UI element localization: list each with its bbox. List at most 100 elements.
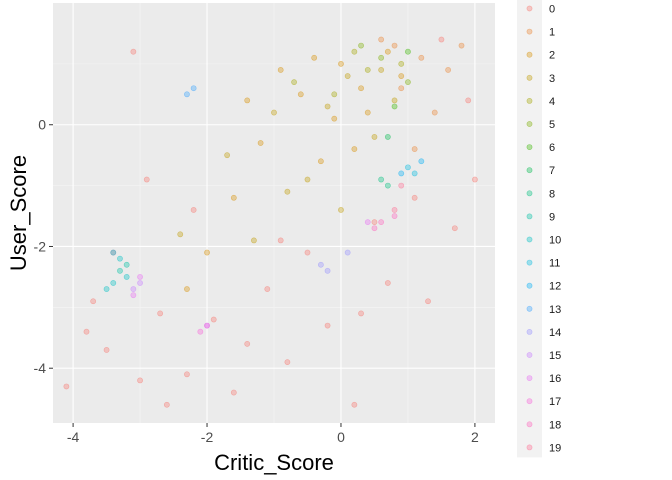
data-point — [317, 261, 324, 268]
data-point — [137, 274, 143, 280]
legend-label: 1 — [549, 27, 555, 39]
legend-label: 5 — [549, 119, 555, 131]
data-point — [297, 91, 304, 98]
x-tick-label: 2 — [471, 429, 479, 445]
data-point — [143, 176, 150, 183]
data-point — [398, 60, 405, 67]
data-point — [210, 316, 217, 323]
data-point — [411, 194, 418, 201]
data-point — [351, 48, 358, 55]
data-point — [331, 115, 338, 122]
legend-key — [526, 398, 533, 405]
data-point — [224, 152, 231, 159]
data-point — [425, 298, 431, 305]
legend-key — [526, 28, 533, 35]
data-point — [190, 207, 197, 213]
data-point — [130, 292, 137, 299]
legend-key — [526, 421, 533, 428]
legend-label: 7 — [549, 165, 555, 177]
data-point — [405, 79, 411, 86]
legend-label: 17 — [549, 396, 561, 408]
grid-major — [53, 3, 495, 423]
legend-key — [526, 259, 533, 266]
data-point — [391, 207, 398, 213]
legend-key — [526, 352, 533, 358]
data-point — [230, 194, 237, 201]
data-point — [418, 158, 425, 165]
data-point — [264, 286, 271, 292]
data-point — [398, 73, 405, 79]
x-tick-label: 0 — [337, 429, 345, 445]
legend-label: 9 — [549, 211, 555, 223]
data-point — [163, 401, 170, 408]
data-point — [204, 249, 210, 256]
legend-label: 18 — [549, 419, 561, 431]
data-point — [63, 383, 70, 390]
data-point — [351, 401, 358, 408]
data-point — [284, 359, 291, 366]
legend-label: 4 — [549, 96, 555, 108]
y-axis-title: User_Score — [6, 155, 31, 271]
legend-label: 0 — [549, 4, 555, 16]
legend-key — [526, 213, 533, 220]
data-point — [137, 280, 143, 286]
legend-label: 2 — [549, 50, 555, 62]
legend-key — [526, 282, 533, 289]
data-point — [364, 67, 371, 73]
data-point — [371, 225, 378, 232]
legend-label: 6 — [549, 142, 555, 154]
data-point — [324, 103, 331, 110]
x-tick-label: -2 — [201, 429, 214, 445]
data-point — [117, 267, 123, 274]
legend-label: 13 — [549, 304, 561, 316]
data-point — [197, 328, 204, 335]
y-axis: -4 -2 0 — [34, 117, 53, 376]
data-point — [384, 134, 391, 140]
legend-label: 10 — [549, 235, 561, 247]
data-point — [123, 261, 130, 268]
legend-label: 16 — [549, 373, 561, 385]
data-point — [244, 97, 251, 104]
legend-key — [526, 144, 533, 150]
data-point — [371, 134, 378, 140]
data-point — [411, 170, 418, 177]
y-tick-label: -2 — [34, 238, 47, 254]
data-point — [110, 280, 117, 286]
data-point — [451, 225, 458, 232]
legend-label: 15 — [549, 350, 561, 362]
data-point — [364, 109, 371, 116]
data-point — [405, 48, 411, 55]
data-point — [184, 371, 190, 378]
legend-label: 19 — [549, 442, 561, 454]
data-point — [277, 67, 284, 73]
legend-label: 14 — [549, 327, 561, 339]
legend-key — [526, 74, 533, 81]
data-point — [103, 286, 110, 292]
data-point — [184, 286, 190, 292]
data-point — [304, 249, 311, 256]
data-point — [398, 170, 405, 177]
data-point — [83, 328, 90, 335]
data-point — [378, 54, 385, 61]
data-point — [445, 67, 452, 73]
legend-key — [526, 444, 533, 451]
legend-key — [526, 328, 533, 335]
data-point — [331, 91, 338, 98]
legend-key — [526, 305, 533, 312]
data-point — [458, 42, 465, 49]
data-point — [371, 219, 378, 226]
data-point — [378, 176, 385, 183]
legend-label: 12 — [549, 281, 561, 293]
data-point — [378, 36, 385, 43]
data-point — [391, 213, 398, 219]
data-point — [230, 389, 237, 396]
data-point — [351, 146, 358, 152]
data-point — [384, 182, 391, 189]
data-point — [157, 310, 164, 317]
data-point — [384, 48, 391, 55]
legend-label: 11 — [549, 258, 560, 270]
data-point — [317, 158, 324, 165]
legend-key — [526, 98, 533, 104]
y-tick-label: 0 — [38, 117, 46, 133]
